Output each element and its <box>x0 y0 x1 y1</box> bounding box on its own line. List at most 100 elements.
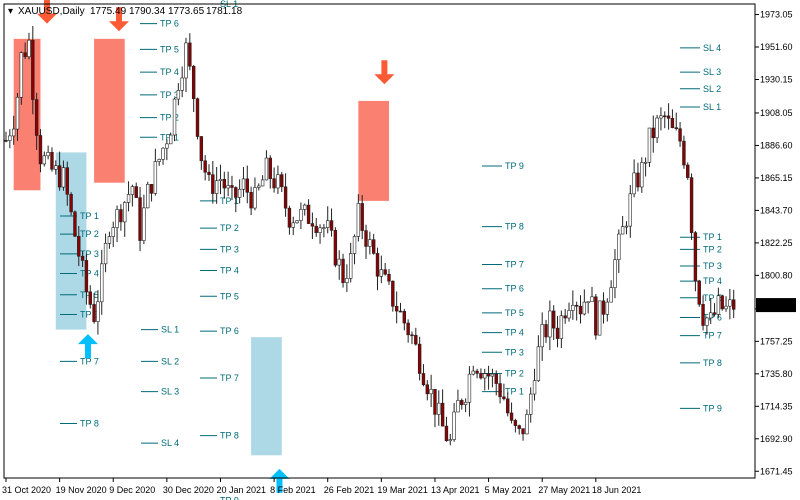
bull-candle <box>582 301 587 315</box>
bull-candle <box>628 193 632 227</box>
bear-candle <box>498 383 502 398</box>
sell-zone-3 <box>94 38 125 183</box>
bull-candle <box>299 209 303 221</box>
bull-candle <box>548 310 552 338</box>
bear-candle <box>50 151 54 170</box>
level-label-tp-5: TP 5 <box>220 291 239 301</box>
bull-candle <box>123 202 127 223</box>
bull-candle <box>153 161 158 194</box>
bear-candle <box>682 140 686 166</box>
bear-candle <box>517 425 521 429</box>
bull-candle <box>264 157 269 181</box>
bear-candle <box>479 373 483 379</box>
y-tick-label: 1757.25 <box>760 336 793 346</box>
sell-zone-5 <box>358 100 389 201</box>
level-label-tp-3: TP 3 <box>80 249 99 259</box>
bear-candle <box>203 160 207 173</box>
bull-candle <box>337 258 341 266</box>
ohlc-low: 1773.65 <box>168 6 205 17</box>
current-price-tag: 1781.18 <box>756 298 796 313</box>
bull-candle <box>586 301 590 304</box>
bear-candle <box>410 334 414 337</box>
level-label-tp-4: TP 4 <box>80 269 99 279</box>
level-label-tp-1: TP 1 <box>80 211 99 221</box>
bull-candle <box>532 380 537 395</box>
bear-candle <box>406 322 410 336</box>
bear-candle <box>670 118 675 128</box>
bear-candle <box>375 253 380 277</box>
bull-candle <box>19 52 24 98</box>
bull-candle <box>716 295 721 315</box>
bear-candle <box>333 230 338 266</box>
bear-candle <box>280 174 284 188</box>
ohlc-open: 1775.49 <box>90 6 127 17</box>
bear-candle <box>92 304 96 322</box>
bull-candle <box>42 155 47 165</box>
y-tick-label: 1735.80 <box>760 369 793 379</box>
price-tag-box <box>756 298 796 313</box>
y-tick-label: 1951.60 <box>760 42 793 52</box>
level-label-sl-3: SL 3 <box>161 387 179 397</box>
level-label-tp-3: TP 3 <box>703 261 722 271</box>
bull-candle <box>15 96 20 130</box>
bull-candle <box>96 301 100 322</box>
bull-candle <box>103 243 108 265</box>
level-label-sl-2: SL 2 <box>703 84 721 94</box>
y-tick-label: 1843.70 <box>760 205 793 215</box>
bear-candle <box>720 295 724 310</box>
bear-candle <box>69 193 73 213</box>
bear-candle <box>387 273 391 282</box>
level-label-tp-6: TP 6 <box>160 19 179 29</box>
bull-candle <box>253 187 257 209</box>
level-label-tp-2: TP 2 <box>703 244 722 254</box>
bear-candle <box>360 203 364 231</box>
bull-candle <box>448 439 452 442</box>
level-label-tp-2: TP 2 <box>160 113 179 123</box>
level-label-sl-2: SL 2 <box>161 356 179 366</box>
bull-candle <box>536 346 541 381</box>
bear-candle <box>4 139 8 142</box>
bear-candle <box>574 304 579 307</box>
level-label-tp-3: TP 3 <box>160 90 179 100</box>
bear-candle <box>494 373 498 384</box>
sell-arrow-icon <box>108 7 129 32</box>
buy-arrow-icon <box>269 468 290 493</box>
buy-arrow-icon <box>77 334 98 359</box>
bull-candle <box>184 42 188 79</box>
level-label-tp-6: TP 6 <box>80 309 99 319</box>
level-label-tp-2: TP 2 <box>505 369 524 379</box>
bear-candle <box>678 128 682 142</box>
y-tick-label: 1865.15 <box>760 173 793 183</box>
bear-candle <box>77 235 81 257</box>
bull-candle <box>100 263 104 303</box>
level-label-tp-8: TP 8 <box>220 431 239 441</box>
bull-candle <box>483 373 487 379</box>
bear-candle <box>222 178 227 189</box>
plot-frame <box>3 3 756 479</box>
bull-candle <box>437 402 441 415</box>
bull-candle <box>590 296 594 303</box>
bull-candle <box>303 204 307 210</box>
bear-candle <box>329 220 334 231</box>
level-label-tp-1: TP 1 <box>220 196 239 206</box>
bear-candle <box>38 135 43 165</box>
symbol-label: XAUUSD,Daily <box>18 6 85 17</box>
level-label-sl-1: SL 1 <box>161 325 179 335</box>
bear-candle <box>207 171 211 175</box>
level-label-tp-7: TP 7 <box>505 259 524 269</box>
level-label-tp-3: TP 3 <box>220 244 239 254</box>
bear-candle <box>663 115 667 118</box>
bull-candle <box>295 220 299 224</box>
bull-candle <box>165 143 169 149</box>
bull-candle <box>115 209 119 228</box>
y-tick-label: 1886.60 <box>760 140 793 150</box>
bear-candle <box>245 178 249 193</box>
price-tag-label: 1781.18 <box>760 300 793 310</box>
bear-candle <box>502 396 506 400</box>
bear-candle <box>394 305 399 312</box>
buy-zone-4 <box>251 337 282 456</box>
bull-candle <box>352 236 357 254</box>
